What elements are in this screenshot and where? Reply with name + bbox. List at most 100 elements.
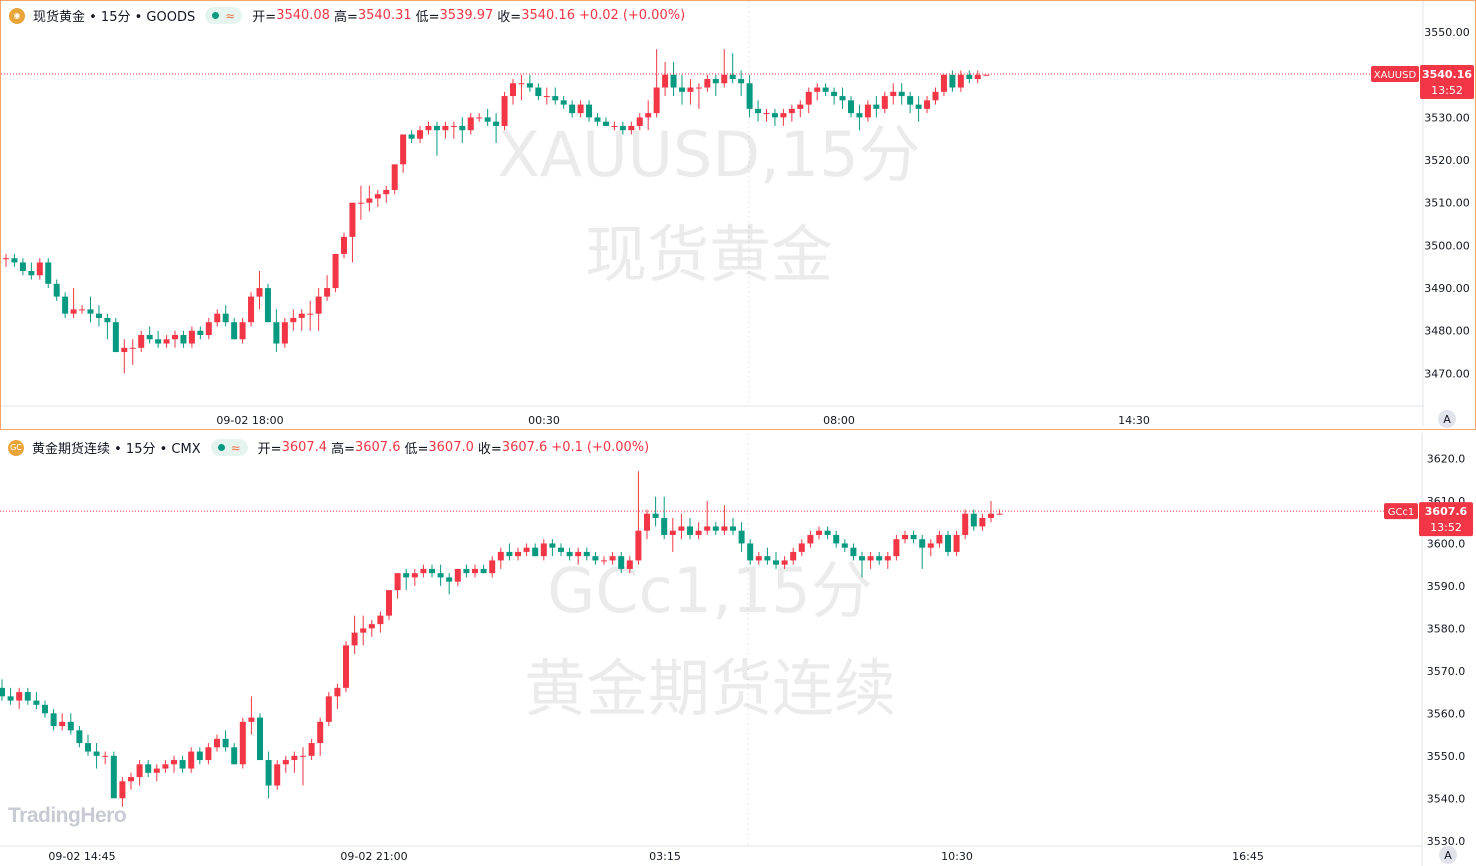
candle-body xyxy=(19,262,26,271)
candle-body xyxy=(577,104,584,114)
candle-body xyxy=(360,628,367,633)
time-tick-label: 14:30 xyxy=(1118,414,1150,427)
candle-body xyxy=(535,87,542,97)
candle-body xyxy=(515,551,521,557)
candle-body xyxy=(712,526,719,531)
candle-body xyxy=(510,83,516,97)
last-price-value: 3607.6 xyxy=(1425,505,1468,518)
candle-body xyxy=(586,104,593,118)
candle-body xyxy=(300,755,306,757)
candle-body xyxy=(626,560,633,569)
price-tick-label: 3500.00 xyxy=(1424,239,1470,252)
candle-body xyxy=(205,322,212,335)
candle-body xyxy=(609,556,616,561)
price-tick-label: 3560.0 xyxy=(1427,707,1466,720)
candle-body xyxy=(549,543,556,548)
chart-watermark-symbol: XAUUSD,15分 xyxy=(497,118,920,191)
candle-body xyxy=(433,125,440,131)
candle-body xyxy=(484,117,491,122)
change-value: +0.1 xyxy=(551,440,583,455)
chart-pane-spot-gold[interactable]: XAUUSD,15分现货黄金3550.003540.003530.003520.… xyxy=(0,0,1476,430)
candle-body xyxy=(695,87,702,89)
candle-body xyxy=(308,743,315,756)
candle-body xyxy=(966,74,973,79)
chart-canvas-spot-gold[interactable]: XAUUSD,15分现货黄金3550.003540.003530.003520.… xyxy=(1,1,1475,429)
candle-body xyxy=(264,288,271,323)
candle-body xyxy=(635,530,642,561)
candle-body xyxy=(560,100,567,105)
candle-body xyxy=(945,534,951,552)
candle-body xyxy=(876,556,883,561)
candle-body xyxy=(996,513,1003,515)
candle-body xyxy=(256,288,263,297)
chart-watermark-name: 现货黄金 xyxy=(585,218,833,291)
low-label: 低= xyxy=(404,442,429,457)
candle-body xyxy=(429,568,435,574)
candle-body xyxy=(816,530,822,535)
candle-body xyxy=(222,738,229,748)
candle-body xyxy=(334,687,341,697)
chart-pane-gold-futures[interactable]: GCc1,15分 黄金期货连续 3620.0 3610.0 3600.0 3590.0 35… xyxy=(0,433,1476,866)
legend-spot-gold: ◉ 现货黄金 • 15分 • GOODS ≈ 开= 3540.08 高= 3540.… xyxy=(9,6,685,25)
candle-body xyxy=(138,335,145,348)
chart-canvas-gold-futures[interactable]: GCc1,15分黄金期货连续3620.03610.03600.03590.035… xyxy=(0,433,1476,866)
open-value: 3607.4 xyxy=(281,440,328,455)
candle-body xyxy=(489,560,496,574)
candle-body xyxy=(763,113,770,115)
candle-body xyxy=(450,125,457,127)
candle-body xyxy=(721,74,728,84)
candle-body xyxy=(601,560,607,562)
candle-body xyxy=(962,513,969,535)
candle-body xyxy=(953,534,960,552)
candle-body xyxy=(36,262,43,276)
candle-body xyxy=(357,202,364,204)
candle-body xyxy=(552,96,559,101)
wave-icon: ≈ xyxy=(230,440,241,455)
candle-body xyxy=(687,87,694,92)
candle-body xyxy=(463,568,470,574)
time-tick-label: 08:00 xyxy=(823,414,855,427)
candle-body xyxy=(501,96,508,126)
gold-icon: ◉ xyxy=(9,7,25,24)
candle-body xyxy=(569,104,576,114)
candle-body xyxy=(377,615,384,625)
candle-body xyxy=(7,696,14,701)
candle-body xyxy=(797,104,804,109)
candle-body xyxy=(383,189,390,195)
candle-body xyxy=(594,117,601,122)
candle-body xyxy=(662,74,669,88)
symbol-badge-text: XAUUSD xyxy=(1374,70,1417,81)
price-tick-label: 3530.00 xyxy=(1424,111,1470,124)
candle-body xyxy=(386,590,392,616)
candle-body xyxy=(408,134,415,139)
wave-icon: ≈ xyxy=(225,8,236,23)
candle-body xyxy=(822,87,829,92)
candle-body xyxy=(307,313,314,315)
last-price-badge xyxy=(1420,65,1474,100)
candle-body xyxy=(790,551,797,561)
candle-body xyxy=(391,164,398,190)
bar-countdown: 13:52 xyxy=(1431,84,1463,97)
candle-body xyxy=(76,730,83,744)
brand-watermark: TradingHero xyxy=(8,804,127,827)
candle-body xyxy=(902,534,908,540)
legend-status-pill[interactable]: ≈ xyxy=(205,7,243,24)
chart-watermark-name: 黄金期货连续 xyxy=(524,652,896,725)
candle-body xyxy=(480,568,487,574)
candle-body xyxy=(611,125,618,127)
candle-body xyxy=(33,700,40,705)
candle-body xyxy=(970,513,977,527)
legend-status-pill[interactable]: ≈ xyxy=(210,439,248,456)
candle-body xyxy=(42,704,48,714)
auto-scale-button[interactable]: A xyxy=(1438,410,1456,428)
candle-body xyxy=(678,526,685,531)
candle-body xyxy=(231,322,238,340)
price-tick-label: 3580.0 xyxy=(1427,622,1466,635)
candle-body xyxy=(841,543,848,548)
candle-body xyxy=(523,547,530,552)
candle-body xyxy=(442,125,449,131)
auto-scale-button[interactable]: A xyxy=(1439,846,1457,864)
low-value: 3539.97 xyxy=(439,8,494,23)
candle-body xyxy=(67,721,74,731)
candle-body xyxy=(265,760,272,786)
